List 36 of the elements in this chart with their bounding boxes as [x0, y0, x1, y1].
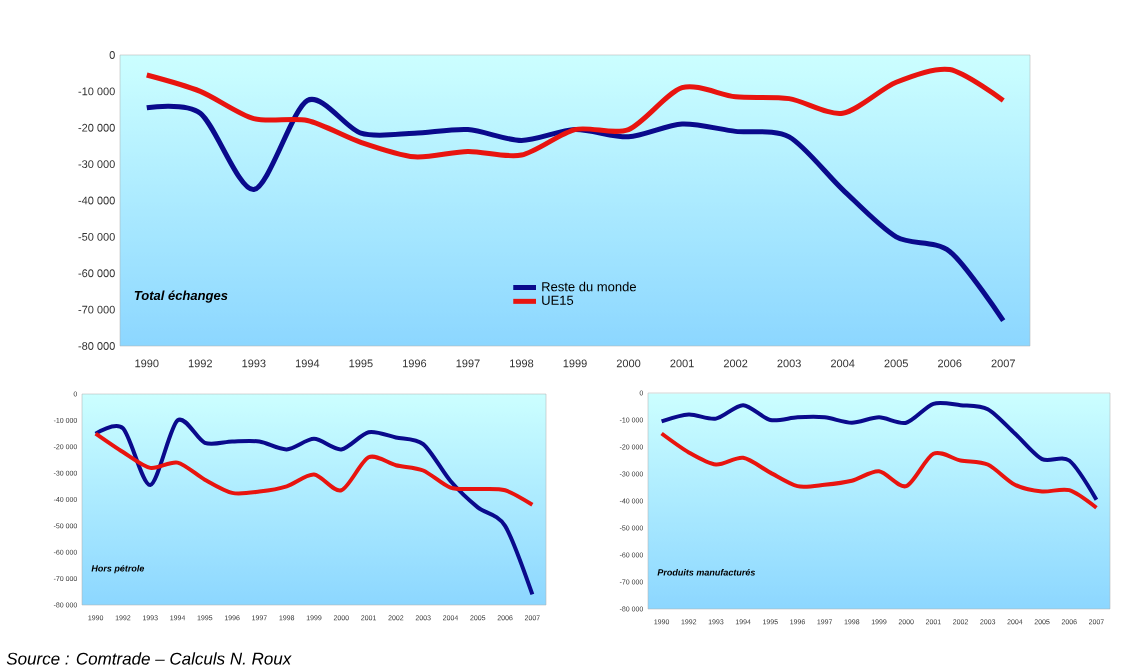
y-tick-label: -80 000 — [78, 342, 115, 350]
x-tick-label: 1995 — [349, 359, 373, 368]
y-tick-label: -10 000 — [78, 87, 115, 96]
line-series — [659, 400, 1099, 502]
x-tick-label: 2007 — [991, 359, 1015, 368]
x-tick-label: 2000 — [616, 359, 641, 368]
text: Total échanges — [134, 290, 228, 303]
y-tick-label: -20 000 — [78, 123, 115, 132]
x-tick-label: 1992 — [188, 359, 212, 368]
x-tick-label: 1999 — [563, 359, 587, 368]
y-tick-label: -60 000 — [78, 269, 115, 278]
x-tick-label: 1990 — [135, 359, 159, 368]
x-tick-label: 1994 — [295, 359, 320, 368]
x-tick-label: 1997 — [456, 359, 480, 368]
source-note: Source : Comtrade – Calculs N. Roux — [6, 652, 292, 665]
x-tick-label: 2002 — [723, 359, 748, 368]
text: Produits manufacturés — [657, 568, 756, 576]
x-tick-label: 1998 — [510, 359, 534, 368]
y-tick-label: -70 000 — [78, 305, 115, 314]
x-tick-label: 2001 — [670, 359, 694, 368]
line-series — [93, 418, 535, 597]
line-series — [659, 431, 1099, 510]
y-tick-label: -50 000 — [78, 232, 115, 241]
line-series — [93, 431, 535, 507]
x-tick-label: 2005 — [884, 359, 908, 368]
x-tick-label: 2004 — [830, 359, 855, 368]
y-tick-label: -40 000 — [78, 196, 115, 205]
x-tick-label: 1996 — [403, 359, 427, 368]
y-tick-label: 0 — [109, 51, 115, 59]
x-tick-label: 2003 — [777, 359, 801, 368]
text: Hors pétrole — [91, 564, 145, 574]
x-tick-label: 2006 — [938, 359, 962, 368]
legend-label: Reste du monde — [542, 281, 636, 292]
x-tick-label: 1993 — [242, 359, 266, 368]
y-tick-label: -30 000 — [78, 160, 115, 169]
legend-label: UE15 — [542, 295, 574, 305]
